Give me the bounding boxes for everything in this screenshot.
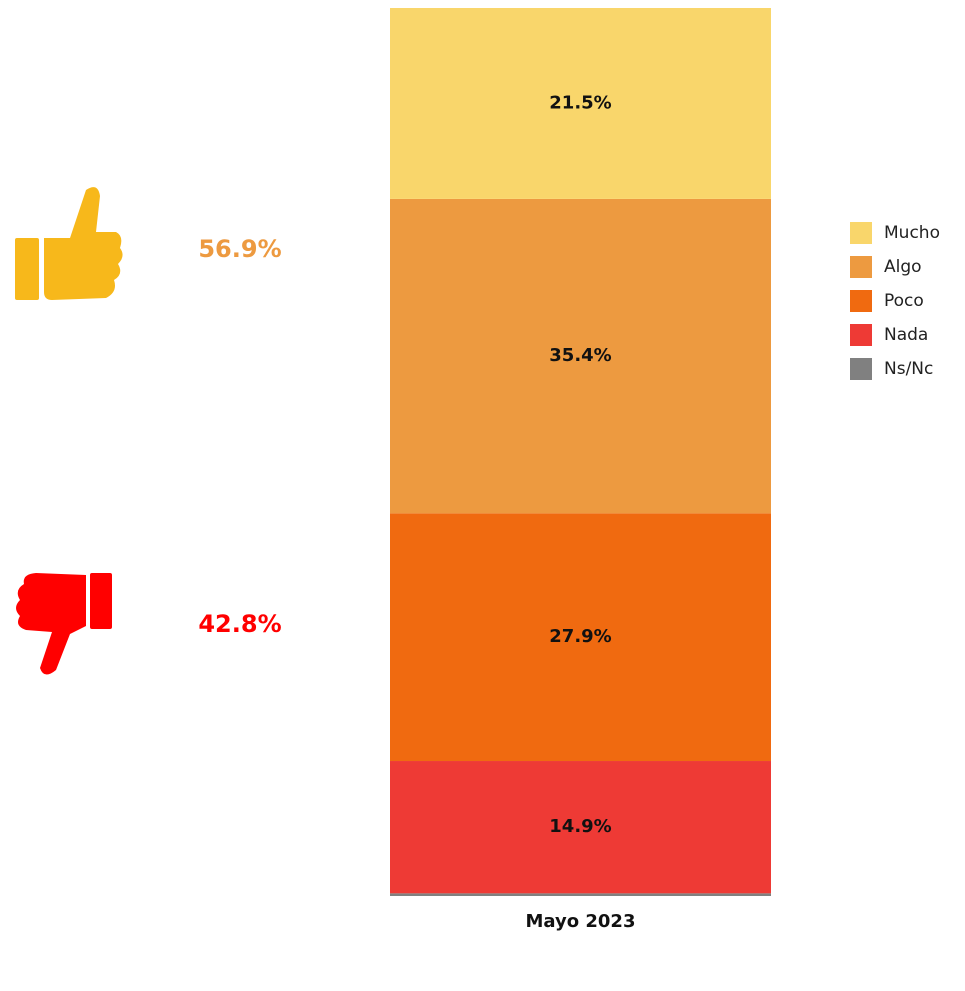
legend-swatch [850, 256, 872, 278]
annotation: 42.8% [198, 610, 281, 638]
annotation: 56.9% [198, 235, 281, 263]
legend-swatch [850, 324, 872, 346]
legend-swatch [850, 222, 872, 244]
legend-label: Poco [884, 291, 924, 311]
data-label: 35.4% [549, 345, 611, 366]
bar-segment [390, 198, 771, 514]
legend-swatch [850, 358, 872, 380]
data-label: 21.5% [549, 92, 611, 113]
data-label: 14.9% [549, 816, 611, 837]
legend-label: Mucho [884, 223, 940, 243]
bar-segment [390, 893, 771, 896]
legend-label: Algo [884, 257, 922, 277]
legend-swatch [850, 290, 872, 312]
thumbs-up-icon [15, 187, 123, 300]
legend-label: Nada [884, 325, 928, 345]
legend-label: Ns/Nc [884, 359, 933, 379]
bar-segment [390, 761, 771, 894]
bar-segment [390, 513, 771, 762]
thumbs-down-icon [16, 573, 112, 675]
x-tick-label: Mayo 2023 [526, 911, 636, 932]
data-label: 27.9% [549, 626, 611, 647]
bar-segment [390, 8, 771, 199]
